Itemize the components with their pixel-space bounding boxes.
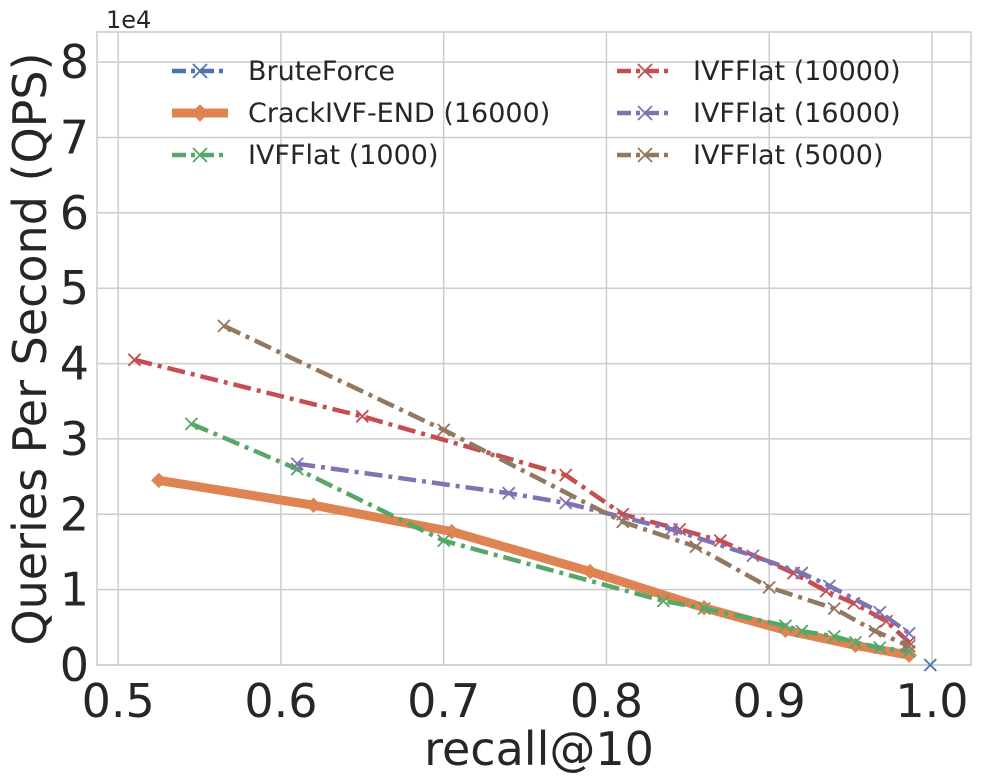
legend-label: BruteForce xyxy=(248,56,395,87)
legend-item-2: IVFFlat (1000) xyxy=(172,140,439,171)
data-point xyxy=(664,522,679,536)
series-2 xyxy=(184,417,916,659)
legend-label: IVFFlat (1000) xyxy=(248,140,439,171)
legend-marker xyxy=(637,147,653,163)
legend: BruteForce CrackIVF-END (16000) IVFFlat (1… xyxy=(172,56,901,171)
x-tick-label: 0.5 xyxy=(82,674,155,728)
y-tick-label: 3 xyxy=(60,412,89,466)
data-point xyxy=(217,319,231,333)
legend-marker xyxy=(637,63,653,79)
data-point xyxy=(697,601,711,616)
data-point xyxy=(868,624,882,638)
plot-frame xyxy=(96,31,972,666)
data-point xyxy=(437,534,451,548)
data-point xyxy=(559,468,573,482)
data-point xyxy=(559,496,573,510)
tick-labels: 0.5 0.6 0.7 0.8 0.9 1.0 0 1 2 3 4 5 6 7 8 xyxy=(60,35,969,728)
y-tick-label: 5 xyxy=(60,261,89,315)
x-tick-label: 0.8 xyxy=(570,674,643,728)
series-line xyxy=(133,357,911,645)
data-point xyxy=(923,658,937,672)
y-tick-label: 2 xyxy=(60,487,89,541)
y-tick-label: 7 xyxy=(60,111,89,165)
y-tick-label: 0 xyxy=(60,638,89,692)
y-tick-label: 8 xyxy=(60,35,89,89)
data-point xyxy=(746,549,760,563)
data-point xyxy=(656,594,671,608)
y-tick-label: 4 xyxy=(60,337,89,391)
data-point xyxy=(848,635,863,650)
data-point xyxy=(689,540,703,554)
y-tick-label: 6 xyxy=(60,186,89,240)
data-point xyxy=(827,629,841,644)
series-0 xyxy=(923,658,937,672)
x-tick-label: 0.6 xyxy=(244,674,317,728)
legend-marker xyxy=(191,104,209,122)
legend-label: IVFFlat (5000) xyxy=(693,140,884,171)
data-point xyxy=(795,566,809,580)
x-axis-label: recall@10 xyxy=(424,722,654,776)
data-point xyxy=(827,601,841,616)
legend-item-5: IVFFlat (5000) xyxy=(617,140,884,171)
data-point xyxy=(616,515,630,529)
legend-item-3: IVFFlat (10000) xyxy=(617,56,901,87)
data-point xyxy=(902,626,916,640)
series-4 xyxy=(290,457,916,640)
series-3 xyxy=(127,353,916,650)
y-axis-label: Queries Per Second (QPS) xyxy=(3,52,57,645)
x-tick-label: 1.0 xyxy=(895,674,968,728)
series-1 xyxy=(151,472,917,663)
y-tick-label: 1 xyxy=(60,563,89,617)
data-point xyxy=(184,417,199,431)
legend-label: IVFFlat (16000) xyxy=(693,98,901,129)
y-offset-label: 1e4 xyxy=(106,6,151,34)
data-point xyxy=(290,457,304,471)
grid-lines xyxy=(97,32,971,666)
data-point xyxy=(873,641,887,655)
data-point xyxy=(873,605,887,619)
legend-item-0: BruteForce xyxy=(172,56,395,87)
series-line xyxy=(190,421,910,654)
data-point xyxy=(502,486,516,500)
legend-marker xyxy=(192,63,208,79)
data-point xyxy=(355,409,369,423)
data-point xyxy=(582,563,598,580)
data-point xyxy=(822,579,837,593)
legend-item-1: CrackIVF-END (16000) xyxy=(172,98,550,129)
series-line xyxy=(222,323,911,649)
data-point xyxy=(305,497,322,513)
data-point xyxy=(127,353,142,367)
legend-label: CrackIVF-END (16000) xyxy=(248,98,550,129)
x-tick-label: 0.9 xyxy=(733,674,806,728)
series-layer xyxy=(127,319,937,672)
series-line xyxy=(158,475,910,660)
series-line xyxy=(296,461,911,636)
data-point xyxy=(762,580,776,595)
legend-marker xyxy=(637,105,653,121)
data-point xyxy=(151,472,167,489)
legend-item-4: IVFFlat (16000) xyxy=(617,98,901,129)
data-point xyxy=(795,624,809,638)
x-tick-label: 0.7 xyxy=(407,674,480,728)
data-point xyxy=(778,619,793,633)
data-point xyxy=(437,423,451,437)
series-5 xyxy=(217,319,916,653)
legend-label: IVFFlat (10000) xyxy=(693,56,901,87)
data-point xyxy=(902,639,916,653)
legend-marker xyxy=(192,147,208,163)
